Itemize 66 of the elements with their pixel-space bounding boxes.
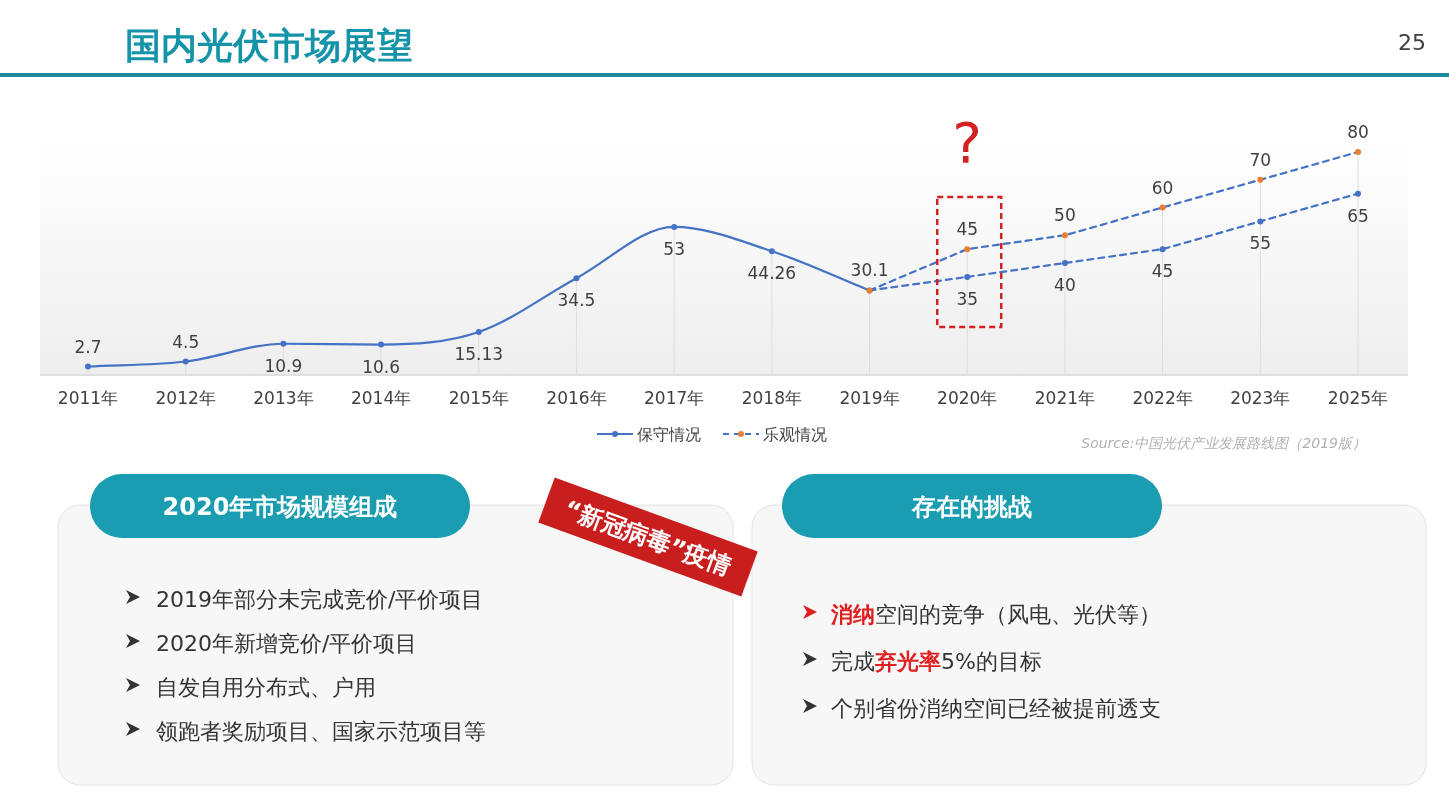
text: 25 <box>1398 30 1426 55</box>
data-label: 65 <box>1347 205 1369 226</box>
point <box>1159 246 1166 253</box>
x-tick-label: 2014年 <box>350 388 412 408</box>
data-label: 4.5 <box>172 331 200 352</box>
point <box>671 223 678 230</box>
point <box>964 246 971 253</box>
point <box>378 341 385 348</box>
data-label: 45 <box>956 219 979 240</box>
point <box>1355 149 1361 155</box>
data-label: 30.1 <box>850 260 889 281</box>
legend-label: 乐观情况 <box>763 425 827 444</box>
data-label: 10.6 <box>362 356 401 377</box>
text: “新冠病毒”疫情 <box>560 494 735 582</box>
data-label: 35 <box>956 288 979 309</box>
text: 2020年新增竞价/平价项目 <box>156 631 418 656</box>
data-label: 80 <box>1347 122 1369 142</box>
x-tick-label: 2013年 <box>253 388 314 408</box>
text: 2019年部分未完成竞价/平价项目 <box>156 587 484 612</box>
x-tick-label: 2015年 <box>448 388 509 408</box>
x-tick-label: 2023年 <box>1230 388 1291 408</box>
text: 完成弃光率5%的目标 <box>831 649 1042 674</box>
text: 自发自用分布式、户用 <box>156 675 376 700</box>
point <box>1061 260 1068 266</box>
x-tick-label: 2019年 <box>839 388 900 408</box>
chart-title: 国内光伏市场展望 <box>125 25 413 66</box>
data-label: 70 <box>1249 149 1272 170</box>
point <box>964 273 971 280</box>
point <box>475 329 482 336</box>
data-label: 44.26 <box>747 263 797 284</box>
x-tick-label: 2011年 <box>57 388 119 408</box>
point <box>1159 204 1166 211</box>
data-label: 34.5 <box>557 290 596 311</box>
x-tick-label: 2017年 <box>644 388 705 408</box>
text: 消纳空间的竞争（风电、光伏等） <box>830 602 1161 627</box>
text: 领跑者奖励项目、国家示范项目等 <box>156 719 486 744</box>
point <box>85 363 91 370</box>
source-note: Source:中国光伏产业发展路线图（2019版） <box>1081 435 1366 451</box>
data-label: 50 <box>1054 205 1076 226</box>
text: 存在的挑战 <box>911 493 1032 521</box>
data-label: 2.7 <box>74 336 102 357</box>
point <box>280 340 287 347</box>
data-label: 10.9 <box>264 355 303 376</box>
x-tick-label: 2018年 <box>741 388 802 408</box>
x-tick-label: 2021年 <box>1034 388 1096 408</box>
x-tick-label: 2020年 <box>937 388 998 408</box>
point <box>1257 176 1264 183</box>
annotation: ? <box>952 110 983 175</box>
x-tick-label: 2012年 <box>155 388 216 408</box>
data-label: 45 <box>1151 261 1174 282</box>
point <box>768 248 775 255</box>
data-label: 53 <box>663 238 685 259</box>
data-label: 40 <box>1054 275 1076 295</box>
x-tick-label: 2022年 <box>1132 388 1193 408</box>
point <box>1257 218 1264 225</box>
point <box>182 358 189 365</box>
data-label: 55 <box>1249 233 1272 254</box>
text: 2020年市场规模组成 <box>162 493 398 521</box>
data-label: 15.13 <box>454 344 504 365</box>
point <box>1061 232 1068 239</box>
x-tick-label: 2025年 <box>1327 388 1389 408</box>
legend-label: 保守情况 <box>637 425 701 444</box>
x-tick-label: 2016年 <box>546 388 607 408</box>
point <box>573 275 580 282</box>
data-label: 60 <box>1151 177 1174 198</box>
text: 个别省份消纳空间已经被提前透支 <box>831 696 1161 721</box>
